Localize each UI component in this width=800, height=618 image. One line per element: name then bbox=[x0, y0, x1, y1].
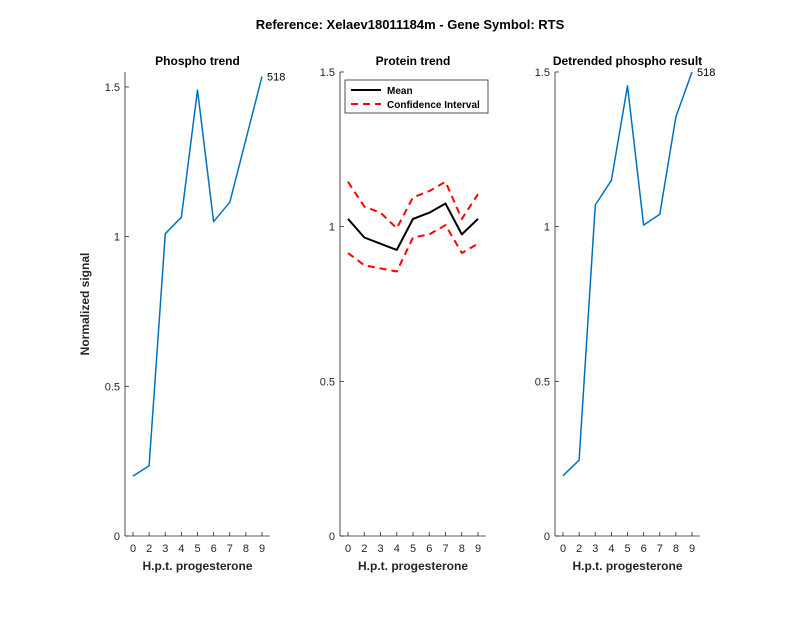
x-tick-label: 5 bbox=[194, 543, 200, 555]
y-axis-label: Normalized signal bbox=[78, 253, 92, 356]
series-end-label: 518 bbox=[697, 67, 715, 79]
y-tick-label: 0.5 bbox=[535, 376, 550, 388]
x-tick-label: 6 bbox=[641, 543, 647, 555]
series-line-2 bbox=[347, 180, 479, 230]
legend-entry-label: Confidence Interval bbox=[387, 100, 480, 111]
x-axis-label: H.p.t. progesterone bbox=[572, 559, 682, 573]
x-axis-label: H.p.t. progesterone bbox=[358, 559, 468, 573]
x-tick-label: 2 bbox=[576, 543, 582, 555]
x-tick-label: 3 bbox=[592, 543, 598, 555]
x-axis-label: H.p.t. progesterone bbox=[142, 559, 252, 573]
y-tick-label: 0.5 bbox=[105, 381, 120, 393]
x-tick-label: 0 bbox=[345, 543, 351, 555]
x-tick-label: 8 bbox=[243, 543, 249, 555]
x-tick-label: 9 bbox=[475, 543, 481, 555]
y-tick-label: 1 bbox=[544, 222, 550, 234]
y-tick-label: 0 bbox=[329, 531, 335, 543]
legend: Mean Confidence Interval bbox=[344, 79, 489, 114]
x-tick-label: 3 bbox=[377, 543, 383, 555]
x-tick-label: 9 bbox=[259, 543, 265, 555]
series-line-3 bbox=[347, 224, 479, 273]
y-tick-label: 0 bbox=[544, 531, 550, 543]
y-tick-label: 1.5 bbox=[105, 82, 120, 94]
figure-suptitle: Reference: Xelaev18011184m - Gene Symbol… bbox=[256, 17, 565, 32]
x-tick-label: 7 bbox=[657, 543, 663, 555]
y-tick-label: 1 bbox=[114, 232, 120, 244]
y-tick-label: 1 bbox=[329, 222, 335, 234]
x-tick-label: 7 bbox=[227, 543, 233, 555]
x-tick-label: 5 bbox=[410, 543, 416, 555]
series-line-1 bbox=[562, 71, 693, 477]
x-tick-label: 0 bbox=[130, 543, 136, 555]
x-tick-label: 8 bbox=[673, 543, 679, 555]
x-tick-label: 2 bbox=[146, 543, 152, 555]
x-tick-label: 8 bbox=[459, 543, 465, 555]
x-tick-label: 4 bbox=[394, 543, 400, 555]
y-tick-label: 0 bbox=[114, 531, 120, 543]
series-line-1 bbox=[132, 76, 263, 477]
x-tick-label: 4 bbox=[608, 543, 614, 555]
x-tick-label: 6 bbox=[211, 543, 217, 555]
x-tick-label: 7 bbox=[442, 543, 448, 555]
y-tick-label: 1.5 bbox=[320, 67, 335, 79]
chart-title: Phospho trend bbox=[155, 54, 240, 68]
chart-title: Protein trend bbox=[376, 54, 451, 68]
x-tick-label: 6 bbox=[426, 543, 432, 555]
y-tick-label: 1.5 bbox=[535, 67, 550, 79]
legend-box bbox=[344, 79, 489, 114]
x-tick-label: 0 bbox=[560, 543, 566, 555]
y-tick-label: 0.5 bbox=[320, 376, 335, 388]
legend-entry-label: Mean bbox=[387, 86, 413, 97]
x-tick-label: 5 bbox=[624, 543, 630, 555]
x-tick-label: 4 bbox=[178, 543, 184, 555]
chart-title: Detrended phospho result bbox=[553, 54, 702, 68]
x-tick-label: 9 bbox=[689, 543, 695, 555]
x-tick-label: 3 bbox=[162, 543, 168, 555]
series-line-1 bbox=[347, 202, 479, 251]
x-tick-label: 2 bbox=[361, 543, 367, 555]
series-end-label: 518 bbox=[267, 71, 285, 83]
